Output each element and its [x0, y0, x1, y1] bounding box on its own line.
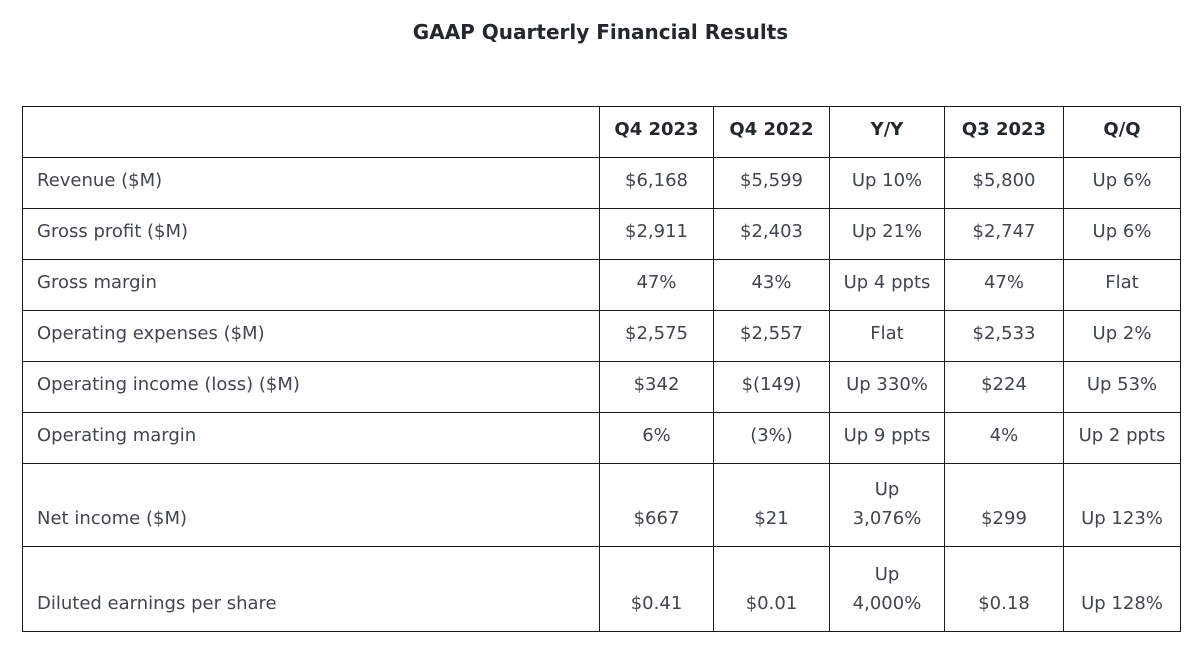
cell-qq: Up 123%: [1063, 463, 1181, 547]
cell-q3-2023: 4%: [944, 412, 1064, 464]
cell-q4-2023: $0.41: [599, 546, 714, 632]
cell-q4-2023: 6%: [599, 412, 714, 464]
cell-qq: Up 2 ppts: [1063, 412, 1181, 464]
cell-q4-2023: $667: [599, 463, 714, 547]
cell-q4-2022: $0.01: [713, 546, 830, 632]
cell-yy: Flat: [829, 310, 945, 362]
cell-q4-2022: 43%: [713, 259, 830, 311]
col-header-qq: Q/Q: [1063, 106, 1181, 158]
cell-yy: Up 21%: [829, 208, 945, 260]
cell-q3-2023: $2,533: [944, 310, 1064, 362]
table-row-operating-expenses: Operating expenses ($M) $2,575 $2,557 Fl…: [22, 310, 1181, 362]
row-label: Net income ($M): [22, 463, 600, 547]
cell-q4-2023: $342: [599, 361, 714, 413]
cell-qq: Up 6%: [1063, 157, 1181, 209]
col-header-q4-2022: Q4 2022: [713, 106, 830, 158]
cell-yy: Up 330%: [829, 361, 945, 413]
quarterly-results-table: Q4 2023 Q4 2022 Y/Y Q3 2023 Q/Q Revenue …: [22, 106, 1181, 632]
cell-q4-2023: 47%: [599, 259, 714, 311]
cell-q4-2023: $2,911: [599, 208, 714, 260]
row-label: Gross margin: [22, 259, 600, 311]
cell-q3-2023: 47%: [944, 259, 1064, 311]
table-row-diluted-eps: Diluted earnings per share $0.41 $0.01 U…: [22, 546, 1181, 632]
col-header-label: [22, 106, 600, 158]
cell-q4-2022: (3%): [713, 412, 830, 464]
table-row-net-income: Net income ($M) $667 $21 Up 3,076% $299 …: [22, 463, 1181, 547]
cell-yy: Up 4,000%: [829, 546, 945, 632]
table-row-revenue: Revenue ($M) $6,168 $5,599 Up 10% $5,800…: [22, 157, 1181, 209]
page-title: GAAP Quarterly Financial Results: [412, 20, 789, 44]
col-header-q3-2023: Q3 2023: [944, 106, 1064, 158]
cell-qq: Up 6%: [1063, 208, 1181, 260]
table-row-operating-margin: Operating margin 6% (3%) Up 9 ppts 4% Up…: [22, 412, 1181, 464]
row-label: Revenue ($M): [22, 157, 600, 209]
table-row-operating-income: Operating income (loss) ($M) $342 $(149)…: [22, 361, 1181, 413]
col-header-q4-2023: Q4 2023: [599, 106, 714, 158]
row-label: Diluted earnings per share: [22, 546, 600, 632]
cell-q4-2022: $(149): [713, 361, 830, 413]
cell-q4-2022: $21: [713, 463, 830, 547]
cell-yy: Up 10%: [829, 157, 945, 209]
cell-q3-2023: $299: [944, 463, 1064, 547]
table-row-gross-margin: Gross margin 47% 43% Up 4 ppts 47% Flat: [22, 259, 1181, 311]
cell-qq: Up 53%: [1063, 361, 1181, 413]
row-label: Operating expenses ($M): [22, 310, 600, 362]
cell-qq: Flat: [1063, 259, 1181, 311]
cell-yy: Up 4 ppts: [829, 259, 945, 311]
cell-q4-2022: $2,403: [713, 208, 830, 260]
cell-q3-2023: $0.18: [944, 546, 1064, 632]
col-header-yy: Y/Y: [829, 106, 945, 158]
cell-qq: Up 2%: [1063, 310, 1181, 362]
cell-qq: Up 128%: [1063, 546, 1181, 632]
cell-q4-2022: $2,557: [713, 310, 830, 362]
row-label: Operating margin: [22, 412, 600, 464]
table-row-gross-profit: Gross profit ($M) $2,911 $2,403 Up 21% $…: [22, 208, 1181, 260]
cell-q3-2023: $224: [944, 361, 1064, 413]
cell-q4-2022: $5,599: [713, 157, 830, 209]
cell-q3-2023: $2,747: [944, 208, 1064, 260]
cell-q3-2023: $5,800: [944, 157, 1064, 209]
cell-yy: Up 3,076%: [829, 463, 945, 547]
row-label: Operating income (loss) ($M): [22, 361, 600, 413]
table-header-row: Q4 2023 Q4 2022 Y/Y Q3 2023 Q/Q: [22, 106, 1181, 158]
row-label: Gross profit ($M): [22, 208, 600, 260]
cell-q4-2023: $2,575: [599, 310, 714, 362]
cell-yy: Up 9 ppts: [829, 412, 945, 464]
cell-q4-2023: $6,168: [599, 157, 714, 209]
